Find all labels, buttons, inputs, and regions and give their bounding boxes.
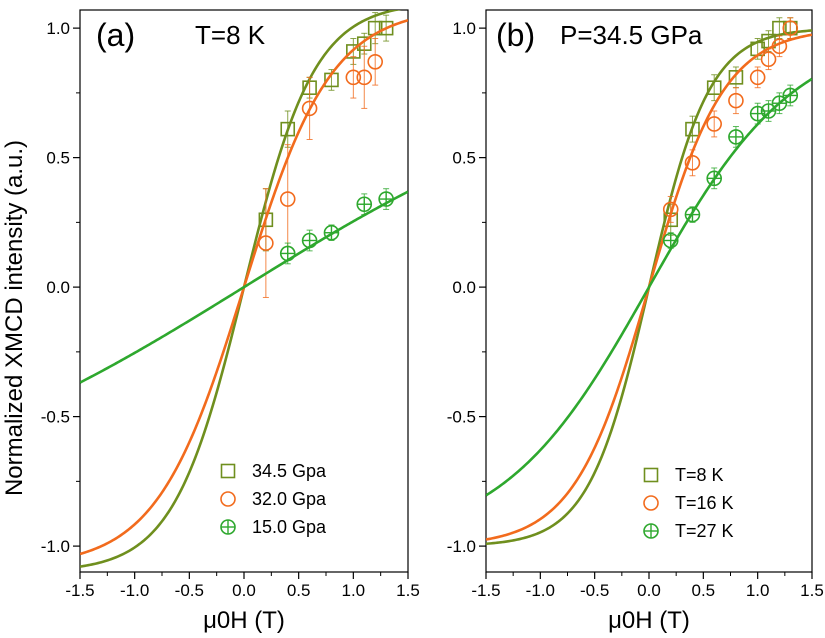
series-3-legend-label: 15.0 Gpa [252,517,327,537]
panel-b: -1.5 -1.0 -0.5 0.0 0.5 1.0 1.5 -1.0 -0.5 0.0 0.5 1.… [447,9,824,634]
series-2-point [684,155,701,171]
series-3-legend-label: T=27 K [675,521,734,541]
panel-b-series [486,17,812,546]
panel-b-tag: (b) [496,17,535,53]
panel-b-ticks: -1.5 -1.0 -0.5 0.0 0.5 1.0 1.5 -1.0 -0.5 0.0 0.5 1.… [447,19,824,600]
series-2-point [771,38,788,55]
series-2-point [356,69,373,86]
y-tick-label: -1.0 [447,537,476,556]
y-tick-label: -0.5 [447,408,476,427]
series-1-point [280,121,296,137]
y-tick-label: 0.0 [46,278,70,297]
y-tick-label: 0.5 [46,149,70,168]
panel-a-ticks: -1.5 -1.0 -0.5 0.0 0.5 1.0 1.5 -1.0 -0.5 0.0 0.5 1.… [41,19,420,600]
panel-a-legend: 34.5 Gpa 32.0 Gpa 15.0 Gpa [220,461,327,537]
series-1-legend-label: T=8 K [675,465,724,485]
series-2-point [301,100,318,117]
panel-a-x-axis-title: μ0H (T) [203,607,285,634]
x-tick-label: 1.5 [800,581,824,600]
series-1-point [378,20,394,36]
panel-a-condition: T=8 K [195,20,266,50]
series-1-legend-marker [643,467,659,483]
x-tick-label: 1.5 [396,581,420,600]
x-tick-label: -1.0 [526,581,555,600]
series-1-legend-label: 34.5 Gpa [252,461,327,481]
shared-y-axis-title: Normalized XMCD intensity (a.u.) [1,140,28,496]
series-2-legend-marker [220,491,236,507]
x-tick-label: 0.5 [692,581,716,600]
y-tick-label: -1.0 [41,537,70,556]
series-2-point [749,69,766,86]
series-2-point [258,235,274,251]
panel-b-condition: P=34.5 GPa [560,20,703,50]
series-1-point [685,121,700,137]
series-2-point [345,69,362,86]
series-1-legend-marker [220,463,236,479]
x-tick-label: 0.0 [637,581,661,600]
series-2-point [728,92,744,109]
x-tick-label: 0.0 [232,581,256,600]
series-2-point [760,51,777,68]
x-tick-label: -0.5 [580,581,609,600]
panel-a: -1.5 -1.0 -0.5 0.0 0.5 1.0 1.5 -1.0 -0.5 0.0 0.5 1.… [41,9,420,634]
series-2-point [662,201,679,218]
x-tick-label: -1.0 [120,581,149,600]
x-tick-label: -1.5 [65,581,94,600]
panel-a-tag: (a) [96,17,135,53]
series-2-point [367,53,384,70]
series-1-point [706,80,722,95]
series-2-legend-label: T=16 K [675,493,734,513]
series-1-point [728,70,744,85]
series-2-point [706,116,723,132]
x-tick-label: 1.0 [342,581,366,600]
series-2-legend-marker [643,495,659,511]
y-tick-label: 0.0 [452,278,476,297]
series-2-point [279,191,296,207]
y-tick-label: 1.0 [452,19,476,38]
x-tick-label: 1.0 [746,581,770,600]
series-2-point [782,20,799,36]
panel-b-legend: T=8 K T=16 K T=27 K [643,465,734,541]
panel-b-x-axis-title: μ0H (T) [608,607,690,634]
y-tick-label: 1.0 [46,19,70,38]
y-tick-label: -0.5 [41,408,70,427]
x-tick-label: -1.5 [471,581,500,600]
y-tick-label: 0.5 [452,149,476,168]
series-3-fit-curve [80,190,408,384]
x-tick-label: 0.5 [287,581,311,600]
panel-a-series [80,10,408,568]
series-2-legend-label: 32.0 Gpa [252,489,327,509]
series-1-point [772,20,787,36]
x-tick-label: -0.5 [175,581,204,600]
series-3-fit-curve [486,77,812,497]
